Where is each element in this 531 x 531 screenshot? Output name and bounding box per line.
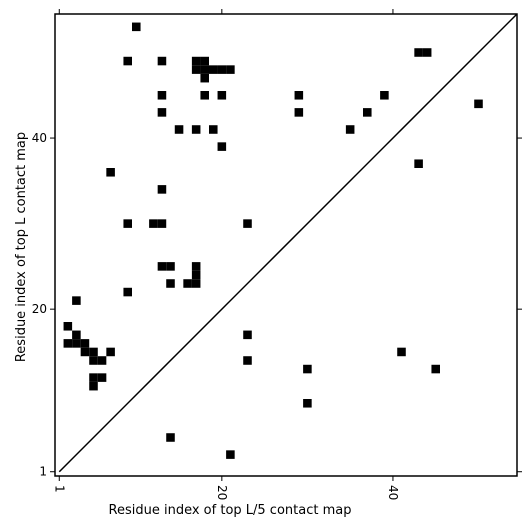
contact-point [209, 65, 218, 74]
contact-point [191, 65, 201, 74]
contact-point [243, 219, 252, 228]
contact-point [80, 347, 90, 357]
contact-point [422, 48, 432, 57]
contact-point [243, 330, 252, 340]
contact-point [166, 262, 175, 271]
contact-point [63, 322, 73, 331]
contact-point [200, 91, 209, 100]
contact-point [72, 330, 81, 340]
contact-point [397, 347, 406, 357]
y-tick-label: 1 [39, 465, 47, 479]
contact-point [294, 91, 304, 100]
contact-point [303, 364, 312, 374]
contact-point [80, 339, 90, 348]
contact-point [217, 142, 227, 151]
contact-point [431, 364, 440, 374]
contact-point [414, 48, 423, 57]
contact-point [363, 108, 372, 117]
contact-point [123, 287, 132, 297]
contact-point [380, 91, 389, 100]
plot-frame [54, 13, 518, 477]
contact-point [294, 108, 304, 117]
contact-point [72, 339, 81, 348]
contact-point [174, 125, 184, 134]
contact-point [166, 279, 175, 288]
contact-point [63, 339, 73, 348]
contact-point [200, 56, 209, 66]
contact-point [209, 125, 218, 134]
contact-point [414, 159, 423, 168]
contact-point [226, 65, 235, 74]
y-axis-ticks: 1 20 40 [32, 131, 522, 479]
contact-point [106, 347, 115, 357]
diagonal-line [58, 13, 518, 473]
contact-point [106, 168, 115, 177]
contact-point [191, 56, 201, 66]
contact-point [157, 56, 167, 66]
contact-point [166, 433, 175, 442]
contact-point [157, 91, 167, 100]
contact-point [89, 373, 98, 382]
contact-point [123, 219, 132, 228]
contact-point [72, 296, 81, 305]
x-tick-label: 40 [386, 485, 400, 500]
contact-point [89, 347, 98, 357]
contact-point [243, 356, 252, 365]
contact-point [132, 22, 141, 32]
contact-point [157, 262, 167, 271]
contact-points [63, 22, 483, 459]
contact-point [123, 56, 132, 66]
contact-point [191, 270, 201, 280]
contact-point [200, 65, 209, 74]
contact-point [191, 125, 201, 134]
x-axis-label: Residue index of top L/5 contact map [109, 503, 352, 518]
contact-point [97, 373, 107, 382]
contact-point [191, 262, 201, 271]
contact-point [157, 219, 167, 228]
x-tick-label: 20 [215, 485, 229, 500]
contact-point [217, 91, 227, 100]
contact-point [89, 381, 98, 391]
x-tick-label: 1 [52, 485, 66, 493]
contact-point [226, 450, 235, 459]
contact-point [217, 65, 227, 74]
y-tick-label: 40 [32, 131, 47, 145]
contact-point [303, 399, 312, 408]
x-axis-ticks: 1 20 40 [52, 9, 400, 500]
contact-point [157, 185, 167, 194]
contact-point [149, 219, 158, 228]
contact-point [97, 356, 107, 365]
contact-point [474, 99, 483, 109]
contact-point [345, 125, 355, 134]
contact-point [89, 356, 98, 365]
contact-point [191, 279, 201, 288]
contact-point [183, 279, 192, 288]
contact-point [157, 108, 167, 117]
y-tick-label: 20 [32, 302, 47, 316]
y-axis-label: Residue index of top L contact map [14, 132, 29, 362]
contact-point [200, 73, 209, 83]
